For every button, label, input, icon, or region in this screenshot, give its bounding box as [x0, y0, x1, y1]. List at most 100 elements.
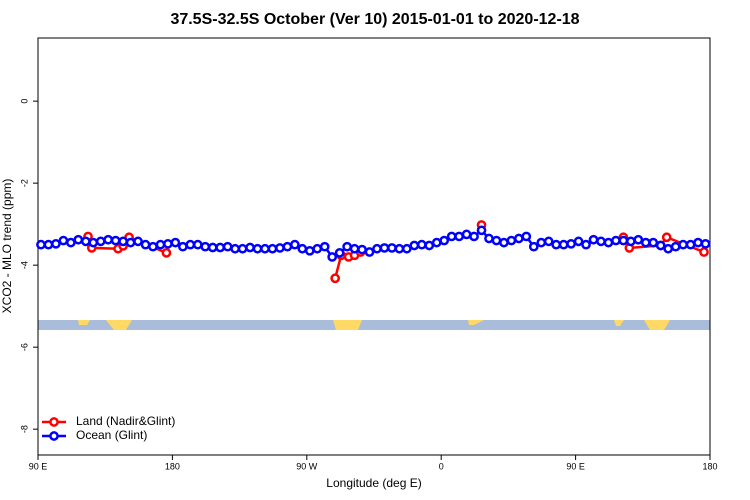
legend-label: Land (Nadir&Glint) — [76, 414, 175, 428]
data-point — [260, 243, 270, 254]
data-point — [469, 231, 479, 242]
data-point — [626, 236, 636, 247]
data-point — [334, 248, 345, 258]
data-point — [51, 238, 61, 249]
data-point — [330, 273, 341, 284]
x-tick-label: 90 W — [296, 461, 318, 471]
legend-marker — [49, 417, 59, 427]
data-point — [588, 234, 599, 245]
map-strip — [38, 320, 710, 330]
data-point — [566, 238, 576, 249]
ocean-strip — [38, 320, 710, 330]
data-point — [558, 239, 569, 250]
data-point — [110, 235, 121, 246]
x-tick-label: 180 — [702, 461, 717, 471]
data-point — [282, 241, 293, 252]
data-point — [125, 237, 136, 248]
data-point — [663, 243, 674, 254]
data-point — [95, 236, 106, 247]
data-point — [252, 243, 263, 254]
data-point — [700, 238, 711, 249]
data-point — [402, 243, 412, 254]
data-point — [409, 240, 420, 251]
data-point — [536, 237, 547, 248]
data-point — [655, 240, 666, 251]
y-tick-label: -4 — [19, 261, 29, 269]
legend: Land (Nadir&Glint)Ocean (Glint) — [42, 414, 175, 442]
data-point — [454, 231, 464, 242]
data-point — [581, 239, 591, 250]
data-point — [699, 247, 709, 257]
y-tick-label: -2 — [19, 179, 29, 187]
data-point — [185, 239, 196, 250]
data-point — [446, 231, 457, 242]
data-point — [103, 234, 114, 245]
data-point — [611, 235, 621, 246]
data-point — [297, 243, 308, 254]
data-point — [319, 241, 330, 252]
data-point — [364, 247, 375, 257]
data-point — [506, 235, 517, 246]
data-point — [349, 243, 360, 254]
data-point — [58, 235, 69, 246]
data-point — [693, 237, 703, 248]
data-point — [372, 243, 382, 254]
y-tick-label: -8 — [19, 425, 29, 433]
data-point — [230, 243, 240, 254]
data-point — [148, 241, 158, 252]
data-point — [661, 232, 672, 243]
data-point — [379, 243, 390, 253]
x-tick-label: 180 — [165, 461, 180, 471]
data-point — [118, 236, 128, 247]
data-point — [222, 241, 233, 252]
data-point — [200, 241, 211, 252]
data-point — [678, 239, 688, 250]
y-tick-label: 0 — [19, 99, 29, 104]
data-point — [521, 231, 532, 242]
y-axis-title: XCO2 - MLO trend (ppm) — [0, 179, 14, 314]
data-point — [633, 234, 644, 245]
data-point — [342, 241, 352, 252]
data-point — [551, 239, 562, 250]
data-point — [80, 236, 91, 247]
data-point — [476, 225, 487, 236]
chart-title: 37.5S-32.5S October (Ver 10) 2015-01-01 … — [170, 11, 579, 28]
data-point — [416, 239, 427, 250]
data-point — [161, 248, 172, 258]
data-point — [514, 233, 524, 244]
data-point — [603, 237, 614, 248]
data-point — [461, 229, 472, 240]
data-point — [267, 243, 278, 254]
data-point — [140, 239, 151, 250]
legend-marker — [49, 431, 59, 441]
data-point — [596, 236, 606, 247]
data-point — [394, 243, 405, 254]
data-point — [207, 242, 218, 253]
data-point — [215, 242, 226, 253]
data-point — [43, 239, 54, 250]
data-point — [528, 241, 539, 252]
data-point — [327, 252, 338, 262]
data-point — [290, 239, 300, 250]
data-point — [178, 241, 188, 252]
data-point — [275, 243, 285, 253]
data-point — [155, 239, 166, 250]
data-point — [670, 241, 681, 252]
data-point — [163, 238, 173, 249]
data-point — [499, 237, 509, 248]
data-point — [237, 243, 248, 254]
x-tick-label: 90 E — [566, 461, 585, 471]
data-point — [88, 237, 99, 248]
data-point — [573, 236, 584, 247]
data-point — [685, 239, 696, 250]
data-point — [648, 237, 659, 248]
data-point — [133, 236, 143, 247]
data-point — [439, 235, 450, 246]
data-point — [245, 242, 255, 253]
data-point — [312, 243, 323, 254]
y-tick-label: -6 — [19, 343, 29, 351]
data-point — [357, 244, 367, 255]
data-point — [618, 235, 629, 246]
data-point — [387, 243, 397, 253]
